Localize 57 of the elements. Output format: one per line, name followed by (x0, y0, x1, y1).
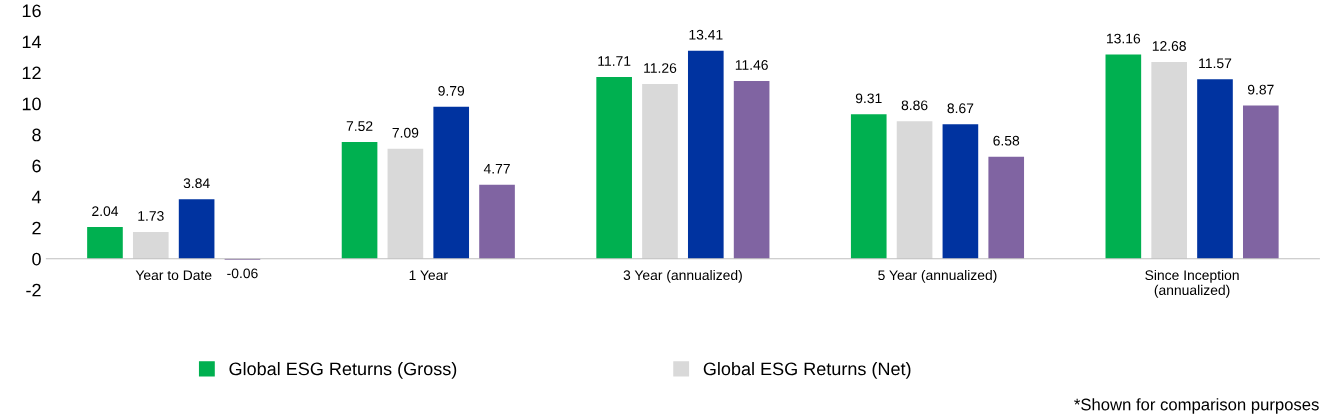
data-label: 7.52 (346, 121, 373, 131)
data-label: 13.41 (689, 29, 723, 40)
data-label: 6.58 (993, 135, 1020, 146)
data-label: -0.06 (227, 268, 258, 279)
data-label: 9.87 (1247, 84, 1274, 95)
y-tick-label: 2 (32, 221, 41, 235)
data-label: 8.67 (947, 103, 974, 114)
bar (1105, 54, 1142, 259)
y-tick-label: 10 (22, 97, 41, 111)
bar (850, 114, 887, 259)
bar (642, 84, 678, 259)
data-label: 1.73 (138, 211, 164, 221)
bar (687, 50, 724, 259)
bar (87, 227, 123, 259)
y-tick-label: 16 (22, 4, 41, 18)
bar (178, 199, 215, 259)
y-tick-label: 8 (32, 128, 41, 142)
y-tick-label: 14 (22, 35, 42, 49)
legend-label: Global ESG Returns (Gross) (229, 362, 457, 379)
bar (596, 77, 632, 259)
bar (1151, 62, 1187, 259)
y-tick-label: 0 (32, 252, 41, 266)
x-tick-label: 3 Year (annualized) (623, 269, 742, 283)
bar (479, 184, 515, 259)
data-label: 11.57 (1199, 58, 1232, 69)
data-label: 11.26 (644, 63, 677, 73)
y-tick-label: -2 (26, 283, 41, 297)
data-label: 3.84 (183, 178, 210, 189)
text: *Shown for comparison purposes (1074, 398, 1319, 414)
bar (341, 142, 378, 259)
bar (988, 156, 1025, 259)
data-label: 9.31 (855, 93, 882, 104)
y-tick-label: 12 (22, 66, 41, 80)
x-tick-label: 5 Year (annualized) (878, 269, 997, 283)
bar (433, 106, 470, 259)
y-tick-label: 4 (31, 190, 42, 204)
data-label: 11.46 (735, 60, 768, 70)
bar (387, 148, 424, 259)
y-tick-label: 6 (32, 159, 41, 173)
data-label: 12.68 (1152, 41, 1186, 51)
bar (896, 121, 933, 259)
data-label: 11.71 (598, 56, 631, 66)
x-tick-label: 1 Year (409, 270, 448, 281)
legend-label: Global ESG Returns (Net) (703, 362, 911, 379)
data-label: 8.86 (901, 100, 928, 111)
data-label: 9.79 (438, 85, 465, 96)
data-label: 2.04 (92, 206, 119, 217)
x-tick-label: Since Inception (annualized) (1145, 269, 1239, 298)
bar (1197, 79, 1233, 259)
bar (1242, 105, 1279, 259)
data-label: 4.77 (483, 163, 510, 174)
data-label: 7.09 (392, 127, 419, 138)
bar (942, 124, 979, 259)
bar (132, 231, 169, 259)
data-label: 13.16 (1107, 33, 1141, 44)
bar (733, 80, 770, 259)
x-tick-label: Year to Date (135, 270, 212, 281)
